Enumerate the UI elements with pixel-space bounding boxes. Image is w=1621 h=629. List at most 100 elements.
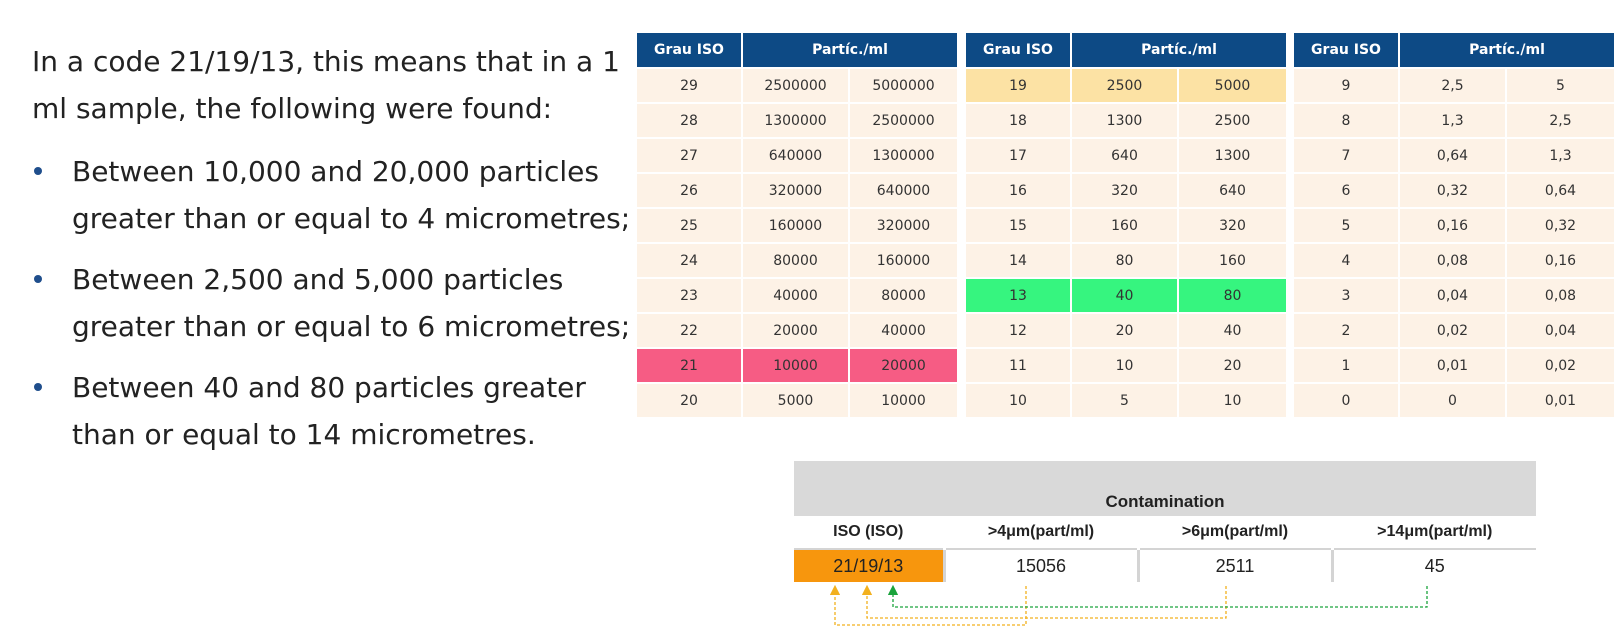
particles-min-cell: 0	[1400, 382, 1507, 417]
iso-table-body: 29 2500000 5000000 28 1300000 2500000 27 640000…	[637, 67, 957, 417]
particles-min-cell: 1300000	[743, 102, 850, 137]
iso-table-row: 17 640 1300	[966, 137, 1286, 172]
header-iso: ISO (ISO)	[794, 516, 944, 549]
iso-table-row: 11 10 20	[966, 347, 1286, 382]
particles-max-cell: 80000	[850, 277, 957, 312]
particles-max-cell: 5000000	[850, 67, 957, 102]
particles-max-cell: 1,3	[1507, 137, 1614, 172]
bullet-list: Between 10,000 and 20,000 particles grea…	[32, 148, 632, 472]
particles-max-cell: 10	[1179, 382, 1286, 417]
contamination-value-row: 21/19/13 15056 2511 45	[794, 548, 1536, 582]
particles-min-cell: 0,04	[1400, 277, 1507, 312]
particles-min-cell: 1,3	[1400, 102, 1507, 137]
bullet-dot-icon	[34, 383, 42, 391]
particles-min-cell: 0,01	[1400, 347, 1507, 382]
arrow-6um-to-iso	[861, 584, 1227, 619]
iso-table-row: 16 320 640	[966, 172, 1286, 207]
contamination-header-row: ISO (ISO) >4μm(part/ml) >6μm(part/ml) >1…	[794, 516, 1536, 549]
particles-max-cell: 40000	[850, 312, 957, 347]
particles-min-cell: 640000	[743, 137, 850, 172]
header-grau-iso: Grau ISO	[966, 33, 1072, 67]
iso-table-mid: Grau ISO Partíc./ml 19 2500 5000 18 1300 2500…	[966, 33, 1286, 417]
particles-max-cell: 80	[1179, 277, 1286, 312]
particles-min-cell: 40000	[743, 277, 850, 312]
iso-code-value: 21/19/13	[794, 548, 944, 582]
particles-min-cell: 20	[1072, 312, 1179, 347]
particles-min-cell: 5000	[743, 382, 850, 417]
particles-max-cell: 2,5	[1507, 102, 1614, 137]
header-grau-iso: Grau ISO	[637, 33, 743, 67]
iso-table-row: 10 5 10	[966, 382, 1286, 417]
particles-max-cell: 0,64	[1507, 172, 1614, 207]
particles-max-cell: 0,02	[1507, 347, 1614, 382]
intro-paragraph: In a code 21/19/13, this means that in a…	[32, 45, 620, 125]
iso-grade-cell: 8	[1294, 102, 1400, 137]
bullet-dot-icon	[34, 167, 42, 175]
value-6um: 2511	[1136, 548, 1332, 582]
iso-table-row: 13 40 80	[966, 277, 1286, 312]
particles-max-cell: 0,04	[1507, 312, 1614, 347]
iso-grade-cell: 21	[637, 347, 743, 382]
iso-table-row: 0 0 0,01	[1294, 382, 1614, 417]
particles-min-cell: 320000	[743, 172, 850, 207]
particles-max-cell: 2500	[1179, 102, 1286, 137]
iso-grade-cell: 2	[1294, 312, 1400, 347]
iso-grade-cell: 3	[1294, 277, 1400, 312]
particles-max-cell: 10000	[850, 382, 957, 417]
particles-min-cell: 320	[1072, 172, 1179, 207]
iso-table-row: 25 160000 320000	[637, 207, 957, 242]
header-grau-iso: Grau ISO	[1294, 33, 1400, 67]
iso-table-row: 23 40000 80000	[637, 277, 957, 312]
iso-table-row: 1 0,01 0,02	[1294, 347, 1614, 382]
contamination-title: Contamination	[794, 461, 1536, 516]
iso-table-row: 20 5000 10000	[637, 382, 957, 417]
bullet-item: Between 40 and 80 particles greater than…	[32, 364, 632, 458]
iso-table-row: 27 640000 1300000	[637, 137, 957, 172]
particles-min-cell: 10000	[743, 347, 850, 382]
header-partic-ml: Partíc./ml	[1400, 33, 1614, 67]
iso-grade-cell: 20	[637, 382, 743, 417]
iso-table-header: Grau ISO Partíc./ml	[1294, 33, 1614, 67]
particles-min-cell: 0,02	[1400, 312, 1507, 347]
header-14um: >14μm(part/ml)	[1330, 516, 1536, 549]
iso-table-row: 15 160 320	[966, 207, 1286, 242]
iso-table-row: 19 2500 5000	[966, 67, 1286, 102]
iso-grade-cell: 4	[1294, 242, 1400, 277]
iso-grade-cell: 14	[966, 242, 1072, 277]
particles-min-cell: 0,16	[1400, 207, 1507, 242]
particles-min-cell: 2500	[1072, 67, 1179, 102]
iso-grade-cell: 19	[966, 67, 1072, 102]
iso-grade-cell: 22	[637, 312, 743, 347]
header-6um: >6μm(part/ml)	[1136, 516, 1332, 549]
particles-min-cell: 2,5	[1400, 67, 1507, 102]
iso-grade-cell: 18	[966, 102, 1072, 137]
iso-table-row: 9 2,5 5	[1294, 67, 1614, 102]
bullet-dot-icon	[34, 275, 42, 283]
particles-max-cell: 160	[1179, 242, 1286, 277]
particles-max-cell: 40	[1179, 312, 1286, 347]
iso-table-header: Grau ISO Partíc./ml	[966, 33, 1286, 67]
iso-table-body: 9 2,5 5 8 1,3 2,5 7 0,64 1,3 6 0,32 0,64 5 0,16 0,32 4 0…	[1294, 67, 1614, 417]
bullet-text: Between 10,000 and 20,000 particles grea…	[72, 155, 631, 235]
particles-max-cell: 0,16	[1507, 242, 1614, 277]
particles-min-cell: 160	[1072, 207, 1179, 242]
iso-grade-cell: 10	[966, 382, 1072, 417]
iso-table-row: 28 1300000 2500000	[637, 102, 957, 137]
iso-table-row: 5 0,16 0,32	[1294, 207, 1614, 242]
particles-min-cell: 1300	[1072, 102, 1179, 137]
iso-grade-cell: 1	[1294, 347, 1400, 382]
iso-table-row: 3 0,04 0,08	[1294, 277, 1614, 312]
iso-table-high: Grau ISO Partíc./ml 29 2500000 5000000 28 13…	[637, 33, 957, 417]
particles-max-cell: 320	[1179, 207, 1286, 242]
particles-max-cell: 5	[1507, 67, 1614, 102]
iso-table-low: Grau ISO Partíc./ml 9 2,5 5 8 1,3 2,5 7 0,64 1,3…	[1294, 33, 1614, 417]
iso-table-header: Grau ISO Partíc./ml	[637, 33, 957, 67]
particles-min-cell: 0,64	[1400, 137, 1507, 172]
iso-grade-cell: 13	[966, 277, 1072, 312]
particles-max-cell: 0,08	[1507, 277, 1614, 312]
iso-table-row: 29 2500000 5000000	[637, 67, 957, 102]
iso-grade-cell: 29	[637, 67, 743, 102]
header-partic-ml: Partíc./ml	[743, 33, 957, 67]
particles-max-cell: 5000	[1179, 67, 1286, 102]
